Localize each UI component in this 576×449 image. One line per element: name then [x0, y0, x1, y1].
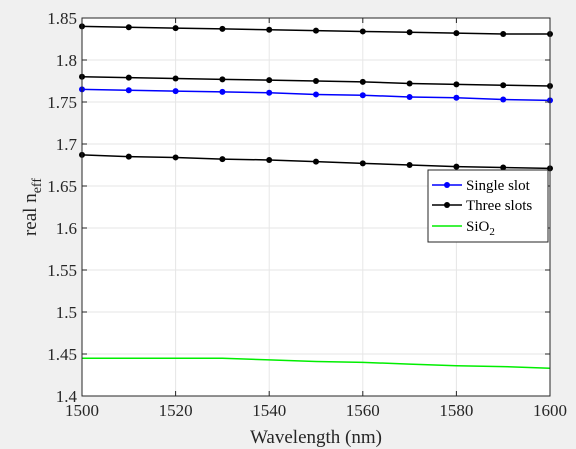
data-point-three-slots	[453, 163, 460, 170]
legend: Single slot Three slots SiO2	[427, 169, 549, 243]
y-axis-title-sub: eff	[30, 178, 45, 194]
data-point-three-slots	[500, 30, 507, 37]
y-axis-title-main: real n	[20, 193, 41, 236]
data-point-three-slots	[172, 75, 179, 82]
data-point-three-slots	[406, 80, 413, 87]
data-point-three-slots	[359, 28, 366, 35]
data-point-three-slots	[219, 156, 226, 163]
legend-label-single-slot: Single slot	[466, 178, 531, 194]
series-layer	[79, 23, 553, 370]
y-axis-title: real neff	[20, 178, 45, 236]
y-tick-label: 1.7	[56, 135, 78, 154]
legend-entry-single-slot: Single slot	[432, 178, 531, 194]
data-point-three-slots	[125, 24, 132, 31]
x-tick-label: 1540	[252, 401, 286, 420]
y-tick-label: 1.45	[47, 345, 77, 364]
data-point-three-slots	[219, 76, 226, 83]
data-point-single-slot	[406, 93, 413, 100]
data-point-three-slots	[266, 156, 273, 163]
data-point-single-slot	[500, 96, 507, 103]
data-point-single-slot	[359, 92, 366, 99]
series-three-slots	[79, 73, 553, 90]
x-tick-label: 1580	[439, 401, 473, 420]
data-point-single-slot	[266, 89, 273, 96]
data-point-three-slots	[266, 77, 273, 84]
x-tick-label: 1500	[65, 401, 99, 420]
legend-label-three-slots: Three slots	[466, 198, 532, 214]
data-point-single-slot	[125, 87, 132, 94]
data-point-three-slots	[359, 160, 366, 167]
data-point-three-slots	[406, 162, 413, 168]
y-tick-label: 1.6	[56, 219, 77, 238]
legend-label-sio2-sub: 2	[489, 226, 495, 238]
y-tick-label: 1.4	[56, 387, 78, 406]
x-tick-label: 1600	[533, 401, 567, 420]
y-tick-label: 1.8	[56, 51, 77, 70]
data-point-single-slot	[219, 88, 226, 95]
y-tick-label: 1.75	[47, 93, 77, 112]
data-point-three-slots	[500, 82, 507, 89]
plot-frame	[81, 17, 551, 397]
data-point-three-slots	[313, 158, 319, 165]
y-tick-label: 1.55	[47, 261, 77, 280]
legend-marker-three-slots	[444, 202, 450, 208]
y-tick-label: 1.5	[56, 303, 77, 322]
series-line-sio2	[82, 357, 551, 370]
data-point-three-slots	[313, 78, 319, 84]
data-point-three-slots	[313, 27, 319, 34]
y-tick-label: 1.65	[47, 177, 77, 196]
y-tick-label: 1.85	[47, 9, 77, 28]
data-point-three-slots	[500, 164, 507, 171]
data-point-single-slot	[453, 94, 460, 101]
legend-marker-single-slot	[444, 182, 450, 188]
series-three-slots	[79, 23, 553, 37]
data-point-single-slot	[172, 88, 179, 95]
legend-label-sio2-main: SiO	[466, 219, 490, 235]
x-tick-label: 1520	[159, 401, 193, 420]
data-point-three-slots	[266, 26, 273, 33]
series-single-slot	[79, 86, 553, 104]
data-point-three-slots	[172, 25, 179, 32]
x-axis-title: Wavelength (nm)	[250, 427, 382, 448]
legend-entry-sio2: SiO2	[432, 219, 495, 238]
legend-label-sio2: SiO2	[466, 219, 495, 238]
data-point-single-slot	[313, 91, 319, 98]
data-point-three-slots	[125, 74, 132, 81]
data-point-three-slots	[406, 29, 413, 36]
data-point-three-slots	[453, 30, 460, 37]
legend-entry-three-slots: Three slots	[432, 198, 532, 214]
tick-labels: 1500 1520 1540 1560 1580 1600 1.4 1.45 1.5 1.55 1.…	[47, 9, 567, 420]
data-point-three-slots	[125, 153, 132, 160]
data-point-three-slots	[359, 78, 366, 85]
series-sio2	[82, 357, 551, 370]
x-tick-label: 1560	[346, 401, 380, 420]
data-point-three-slots	[219, 25, 226, 32]
data-point-three-slots	[453, 81, 460, 88]
series-three-slots	[79, 151, 553, 172]
data-point-three-slots	[172, 154, 179, 161]
